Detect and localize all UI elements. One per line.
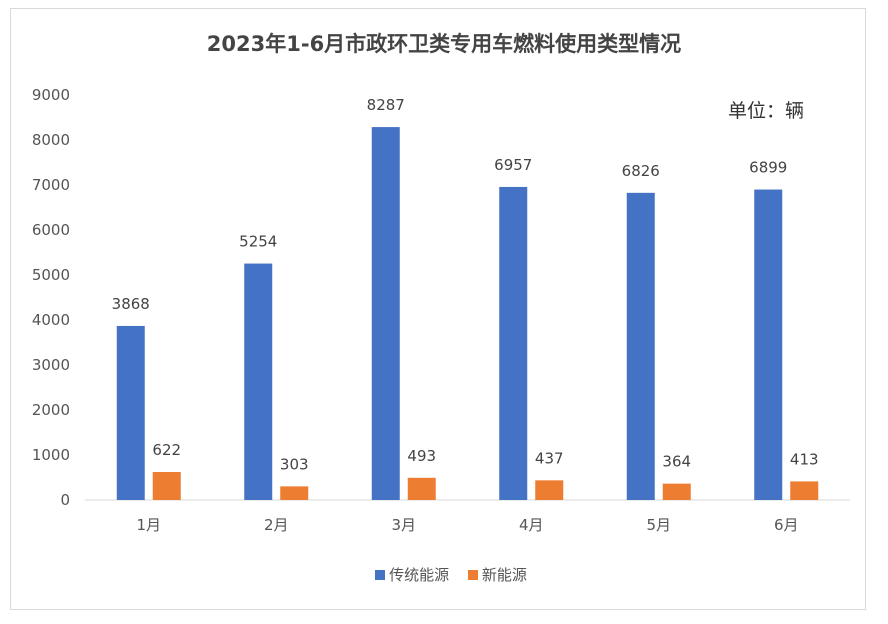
y-tick-label: 2000 [32, 401, 70, 419]
y-tick-label: 5000 [32, 266, 70, 284]
x-tick-label: 4月 [519, 516, 544, 534]
data-label: 5254 [239, 233, 277, 251]
y-tick-label: 0 [60, 491, 70, 509]
y-tick-label: 7000 [32, 176, 70, 194]
bar-traditional [499, 186, 528, 500]
bar-traditional [116, 325, 145, 500]
data-label: 437 [535, 449, 564, 467]
y-tick-label: 8000 [32, 131, 70, 149]
x-tick-label: 6月 [774, 516, 799, 534]
bar-traditional [626, 192, 655, 500]
chart-title: 2023年1-6月市政环卫类专用车燃料使用类型情况 [206, 32, 682, 56]
legend-label-traditional: 传统能源 [389, 566, 450, 584]
data-label: 493 [407, 447, 436, 465]
data-label: 8287 [367, 96, 405, 114]
legend: 传统能源 新能源 [0, 564, 888, 585]
x-tick-label: 3月 [391, 516, 416, 534]
legend-label-new-energy: 新能源 [481, 566, 527, 584]
data-label: 3868 [112, 295, 150, 313]
data-label: 6826 [622, 162, 660, 180]
bar-traditional [244, 263, 273, 500]
y-tick-label: 9000 [32, 86, 70, 104]
data-label: 6957 [494, 156, 532, 174]
data-label: 622 [152, 441, 181, 459]
bar-new-energy [790, 481, 819, 500]
bar-new-energy [662, 483, 691, 500]
bar-new-energy [407, 477, 436, 500]
bar-new-energy [152, 472, 181, 500]
x-tick-label: 1月 [136, 516, 161, 534]
legend-swatch-new-energy [467, 570, 478, 580]
data-label: 6899 [749, 159, 787, 177]
bar-new-energy [280, 486, 309, 500]
y-tick-label: 3000 [32, 356, 70, 374]
y-tick-label: 6000 [32, 221, 70, 239]
data-label: 413 [790, 450, 819, 468]
bar-new-energy [535, 480, 564, 500]
y-tick-label: 1000 [32, 446, 70, 464]
x-tick-label: 2月 [264, 516, 289, 534]
data-label: 364 [662, 453, 691, 471]
y-tick-label: 4000 [32, 311, 70, 329]
unit-note: 单位：辆 [728, 100, 805, 122]
chart-frame [10, 8, 866, 610]
legend-swatch-traditional [375, 570, 386, 580]
data-label: 303 [280, 455, 309, 473]
x-tick-label: 5月 [646, 516, 671, 534]
bar-traditional [754, 189, 783, 501]
bar-traditional [371, 127, 400, 501]
